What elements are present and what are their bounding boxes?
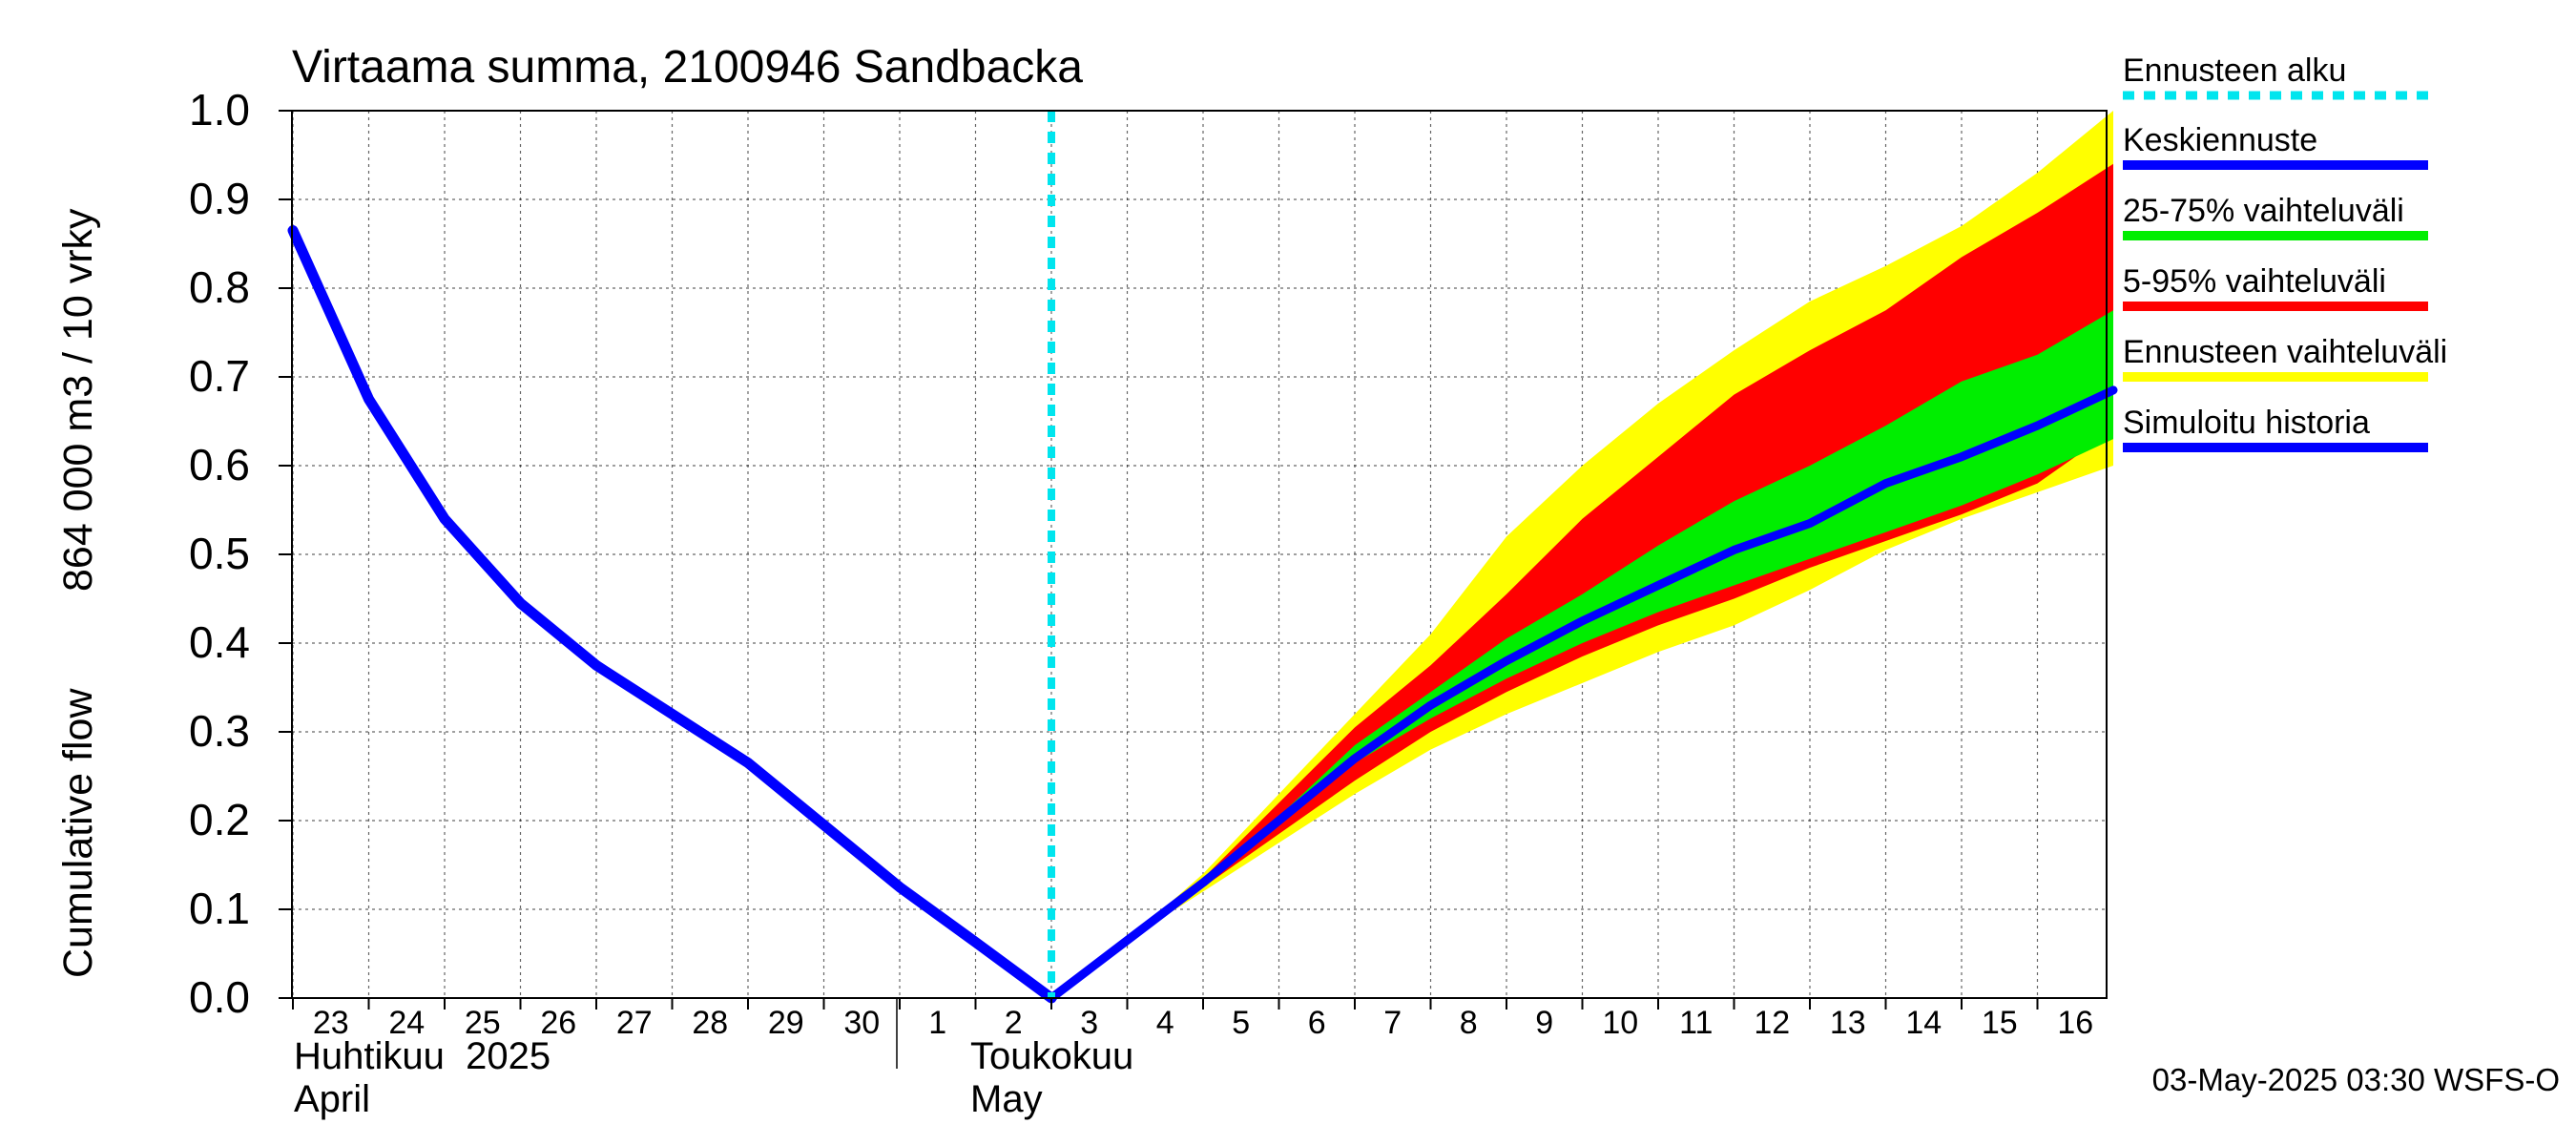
month-label-april-fi: Huhtikuu 2025 <box>294 1035 551 1077</box>
legend-label-simulated-history: Simuloitu historia <box>2123 405 2370 441</box>
x-tick-label: 4 <box>1156 1005 1174 1041</box>
series-lines <box>287 111 2118 1004</box>
y-tick-label: 0.9 <box>189 174 250 223</box>
timestamp: 03-May-2025 03:30 WSFS-O <box>2152 1062 2560 1097</box>
month-label-april-en: April <box>294 1078 370 1120</box>
x-tick-label: 9 <box>1535 1005 1553 1041</box>
y-tick-label: 1.0 <box>189 85 250 135</box>
y-tick-label: 0.4 <box>189 617 250 667</box>
x-tick-label: 27 <box>616 1005 653 1041</box>
legend-label-band-25-75: 25-75% vaihteluväli <box>2123 193 2404 229</box>
month-label-may-en: May <box>970 1078 1043 1120</box>
y-tick-label: 0.1 <box>189 884 250 933</box>
x-tick-label: 14 <box>1905 1005 1942 1041</box>
band-25-75 <box>1051 310 2113 998</box>
axis-ticks: 0.00.10.20.30.40.50.60.70.80.91.023 24 25 2… <box>189 85 2093 1041</box>
y-tick-label: 0.2 <box>189 795 250 844</box>
legend-label-median: Keskiennuste <box>2123 122 2317 158</box>
x-tick-label: 28 <box>692 1005 728 1041</box>
median-forecast-line <box>1047 385 2118 1003</box>
x-tick-label: 25 <box>465 1005 501 1041</box>
x-tick-label: 29 <box>768 1005 804 1041</box>
legend-label-forecast-range: Ennusteen vaihteluväli <box>2123 334 2447 370</box>
x-tick-label: 8 <box>1460 1005 1478 1041</box>
legend-label-forecast-start: Ennusteen alku <box>2123 52 2346 89</box>
x-tick-label: 24 <box>388 1005 425 1041</box>
y-axis-label-line2: 864 000 m3 / 10 vrky <box>55 208 101 592</box>
y-axis-label-line1: Cumulative flow <box>55 688 101 978</box>
x-tick-label: 15 <box>1982 1005 2018 1041</box>
y-tick-label: 0.5 <box>189 529 250 578</box>
y-tick-label: 0.8 <box>189 262 250 312</box>
month-label-may-fi: Toukokuu <box>970 1035 1133 1077</box>
x-tick-label: 11 <box>1679 1005 1713 1041</box>
x-tick-label: 10 <box>1602 1005 1638 1041</box>
x-tick-label: 3 <box>1080 1005 1098 1041</box>
x-tick-label: 26 <box>540 1005 576 1041</box>
x-tick-label: 5 <box>1232 1005 1250 1041</box>
x-tick-label: 13 <box>1830 1005 1866 1041</box>
x-tick-label: 1 <box>928 1005 946 1041</box>
y-tick-label: 0.7 <box>189 351 250 401</box>
chart-title: Virtaama summa, 2100946 Sandbacka <box>292 42 1083 93</box>
legend: Ennusteen alku Keskiennuste 25-75% vaiht… <box>2123 52 2447 452</box>
x-tick-label: 2 <box>1005 1005 1023 1041</box>
history-line <box>287 225 1057 1004</box>
plot-frame <box>291 110 2108 999</box>
y-tick-label: 0.6 <box>189 440 250 489</box>
x-tick-label: 23 <box>313 1005 349 1041</box>
legend-label-band-5-95: 5-95% vaihteluväli <box>2123 263 2386 300</box>
x-tick-label: 6 <box>1308 1005 1326 1041</box>
x-tick-label: 30 <box>843 1005 880 1041</box>
x-tick-label: 12 <box>1754 1005 1790 1041</box>
x-tick-label: 7 <box>1383 1005 1402 1041</box>
x-tick-label: 16 <box>2057 1005 2093 1041</box>
y-tick-label: 0.3 <box>189 706 250 756</box>
y-tick-label: 0.0 <box>189 972 250 1022</box>
